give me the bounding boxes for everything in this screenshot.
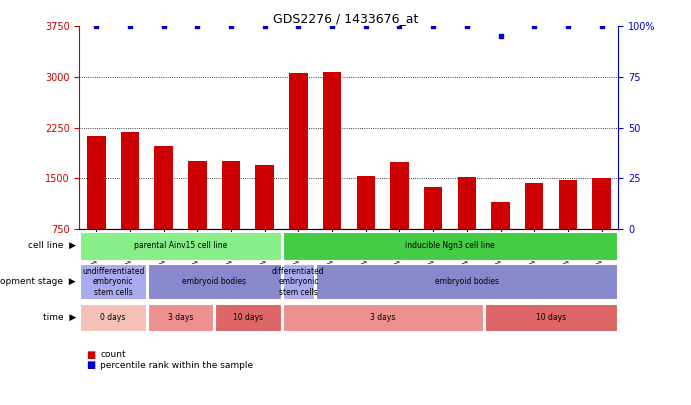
Bar <box>424 187 442 229</box>
Bar <box>357 176 375 229</box>
Bar <box>215 304 281 330</box>
Bar <box>558 179 577 229</box>
Bar <box>289 73 307 229</box>
Text: 0 days: 0 days <box>100 313 126 322</box>
Text: embryoid bodies: embryoid bodies <box>435 277 499 286</box>
Text: inducible Ngn3 cell line: inducible Ngn3 cell line <box>405 241 495 250</box>
Text: 3 days: 3 days <box>168 313 193 322</box>
Bar <box>148 264 281 299</box>
Bar <box>87 136 106 229</box>
Text: GDS2276 / 1433676_at: GDS2276 / 1433676_at <box>273 12 418 25</box>
Bar <box>188 161 207 229</box>
Bar <box>283 264 314 299</box>
Text: undifferentiated
embryonic
stem cells: undifferentiated embryonic stem cells <box>82 267 144 296</box>
Bar <box>148 304 214 330</box>
Bar <box>457 177 476 229</box>
Bar <box>121 132 140 229</box>
Bar <box>316 264 618 299</box>
Bar <box>283 304 483 330</box>
Bar <box>154 146 173 229</box>
Bar <box>323 72 341 229</box>
Bar <box>256 165 274 229</box>
Text: differentiated
embryonic
stem cells: differentiated embryonic stem cells <box>272 267 325 296</box>
Text: 10 days: 10 days <box>233 313 263 322</box>
Text: ■: ■ <box>86 350 95 360</box>
Bar <box>222 161 240 229</box>
Text: count: count <box>100 350 126 359</box>
Bar <box>592 177 611 229</box>
Text: 10 days: 10 days <box>536 313 566 322</box>
Bar <box>525 183 544 229</box>
Bar <box>390 162 409 229</box>
Text: percentile rank within the sample: percentile rank within the sample <box>100 361 254 370</box>
Bar <box>80 264 146 299</box>
Text: embryoid bodies: embryoid bodies <box>182 277 246 286</box>
Text: cell line  ▶: cell line ▶ <box>28 241 76 250</box>
Bar <box>491 202 510 229</box>
Bar <box>80 232 281 260</box>
Bar <box>283 232 618 260</box>
Bar <box>484 304 618 330</box>
Text: ■: ■ <box>86 360 95 370</box>
Bar <box>80 304 146 330</box>
Text: development stage  ▶: development stage ▶ <box>0 277 76 286</box>
Text: 3 days: 3 days <box>370 313 395 322</box>
Text: parental Ainv15 cell line: parental Ainv15 cell line <box>134 241 227 250</box>
Text: time  ▶: time ▶ <box>43 313 76 322</box>
